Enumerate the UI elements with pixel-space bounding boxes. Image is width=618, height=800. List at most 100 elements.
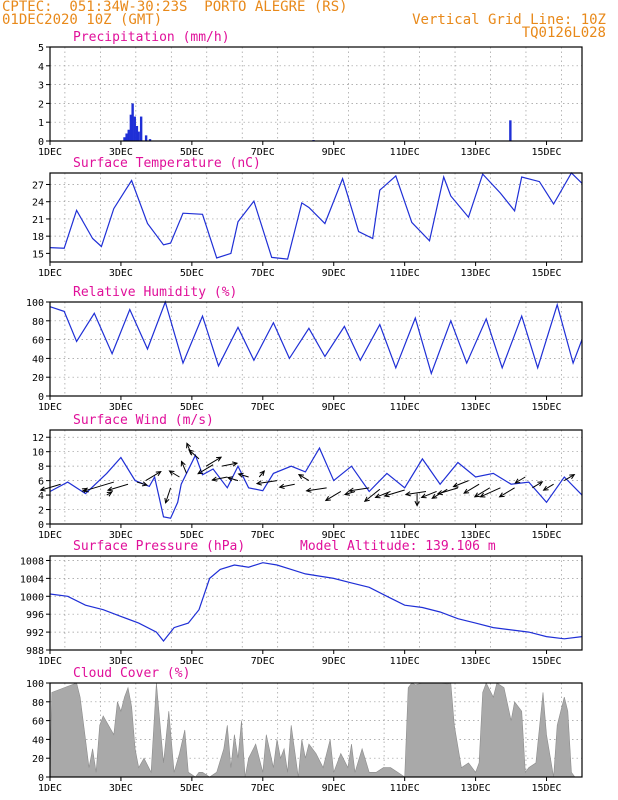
wind-vector-head (226, 476, 233, 482)
x-tick-label: 9DEC (322, 783, 346, 794)
wind-vector-head (463, 488, 470, 494)
precip-bar (139, 116, 143, 141)
wind-vector-head (278, 483, 285, 489)
x-tick-label: 7DEC (251, 783, 275, 794)
wind-vector (564, 474, 575, 482)
x-tick-label: 3DEC (109, 530, 133, 541)
rh-title: Relative Humidity (%) (73, 285, 237, 300)
x-tick-label: 13DEC (461, 783, 491, 794)
x-tick-label: 7DEC (251, 268, 275, 279)
y-tick-label: 1 (38, 118, 44, 129)
rh-series-line (49, 300, 583, 376)
panel-pressure: 988 992 996 1000 1004 1008 1DEC 3DEC 5DEC 7DEC 9DE… (20, 539, 583, 667)
wind-vector-head (473, 492, 480, 498)
y-tick-label: 1004 (20, 574, 44, 585)
x-tick-label: 11DEC (390, 147, 420, 158)
panel-cloud: 0 20 40 60 80 100 1DEC 3DEC 5DEC 7DEC 9DEC 11DEC 13D… (26, 666, 583, 794)
panel-temp: 15 18 21 24 27 1DEC 3DEC 5DEC 7DEC 9DEC 11DEC 13DEC… (32, 156, 583, 279)
y-tick-label: 2 (38, 506, 44, 517)
wind-vector-head (537, 481, 544, 487)
x-tick-label: 15DEC (531, 656, 561, 667)
wind-vector-head (542, 485, 549, 491)
x-tick-label: 9DEC (322, 268, 346, 279)
y-tick-label: 100 (26, 298, 44, 309)
wind-vector-head (164, 497, 170, 504)
wind-vector (40, 483, 61, 491)
wind-vector (181, 461, 188, 474)
wind-vector (405, 490, 427, 495)
x-tick-label: 7DEC (251, 656, 275, 667)
x-tick-label: 5DEC (180, 656, 204, 667)
panel-frame (49, 301, 583, 397)
wind-vector-head (305, 487, 312, 493)
wind-vector-head (232, 461, 239, 467)
wind-vector-head (297, 473, 304, 480)
x-tick-label: 15DEC (531, 402, 561, 413)
cloud-title: Cloud Cover (%) (73, 666, 190, 681)
y-tick-label: 100 (26, 679, 44, 690)
precip-bar (135, 125, 139, 141)
y-tick-label: 80 (32, 698, 44, 709)
wind-vector (532, 481, 543, 489)
y-tick-label: 6 (38, 477, 44, 488)
precip-bar (137, 131, 140, 141)
wind-vector-head (374, 493, 381, 499)
precip-bar (133, 116, 136, 141)
y-tick-label: 60 (32, 336, 44, 347)
wind-vector (136, 481, 148, 486)
x-tick-label: 5DEC (180, 530, 204, 541)
x-tick-label: 11DEC (390, 530, 420, 541)
x-tick-label: 15DEC (531, 530, 561, 541)
wind-vector-head (216, 456, 223, 462)
y-tick-label: 21 (32, 215, 44, 226)
wind-vector (169, 470, 180, 478)
precip-bar (125, 133, 128, 141)
x-tick-label: 3DEC (109, 147, 133, 158)
x-tick-label: 13DEC (461, 268, 491, 279)
precip-bar (131, 103, 134, 141)
y-tick-label: 996 (26, 610, 44, 621)
pressure-title: Surface Pressure (hPa) (73, 539, 245, 554)
wind-vector (306, 487, 327, 492)
x-tick-label: 3DEC (109, 402, 133, 413)
pressure-subtitle: Model Altitude: 139.106 m (300, 539, 496, 554)
wind-vector (499, 487, 515, 498)
y-tick-label: 12 (32, 433, 44, 444)
wind-vector (384, 489, 405, 497)
y-tick-label: 2 (38, 99, 44, 110)
y-tick-label: 1008 (20, 556, 44, 567)
x-tick-label: 3DEC (109, 656, 133, 667)
header-line1: CPTEC: 051:34W-30:23S PORTO ALEGRE (RS) (2, 0, 348, 15)
y-tick-label: 60 (32, 717, 44, 728)
y-tick-label: 15 (32, 249, 44, 260)
panel-wind: 0 2 4 6 8 10 12 1DEC 3DEC 5DEC 7DEC 9DEC 11DEC 13DEC 1… (32, 413, 583, 541)
x-tick-label: 15DEC (531, 147, 561, 158)
wind-vector-head (343, 490, 351, 496)
x-tick-label: 11DEC (390, 402, 420, 413)
y-tick-label: 5 (38, 43, 44, 54)
y-tick-label: 0 (38, 392, 44, 403)
wind-vector (364, 488, 381, 502)
x-tick-label: 11DEC (390, 268, 420, 279)
wind-vector-head (414, 500, 420, 507)
y-tick-label: 40 (32, 354, 44, 365)
wind-vector (453, 480, 469, 488)
y-tick-label: 18 (32, 232, 44, 243)
y-tick-label: 0 (38, 520, 44, 531)
wind-vector (514, 476, 526, 484)
y-tick-label: 0 (38, 137, 44, 148)
wind-vector (349, 487, 370, 492)
cloud-cover-area (49, 682, 582, 778)
wind-vector-head (188, 449, 194, 455)
x-tick-label: 13DEC (461, 656, 491, 667)
x-tick-label: 5DEC (180, 268, 204, 279)
x-tick-label: 13DEC (461, 530, 491, 541)
panel-rh: 0 20 40 60 80 100 1DEC 3DEC 5DEC 7DEC 9DEC 11DEC 13D… (26, 285, 583, 413)
wind-vector-head (82, 487, 89, 493)
wind-vector (258, 470, 265, 478)
x-tick-label: 7DEC (251, 147, 275, 158)
wind-vector-head (237, 472, 244, 478)
x-tick-label: 1DEC (38, 402, 62, 413)
header-date: 01DEC2020 10Z (GMT) (2, 12, 163, 28)
